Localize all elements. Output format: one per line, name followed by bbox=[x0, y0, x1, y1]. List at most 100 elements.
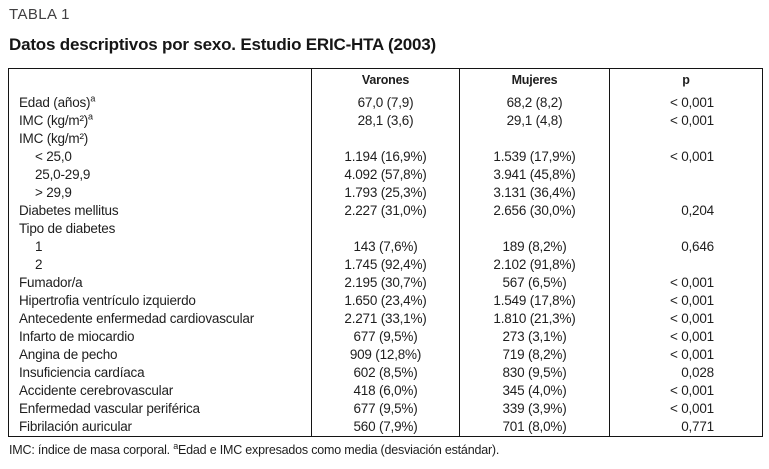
varones-value: 28,1 (3,6) bbox=[311, 112, 460, 130]
p-value: < 0,001 bbox=[609, 91, 763, 112]
row-label-text: Insuficiencia cardíaca bbox=[19, 365, 145, 380]
row-label: Insuficiencia cardíaca bbox=[9, 364, 312, 382]
p-value: 0,028 bbox=[609, 364, 763, 382]
row-label: > 29,9 bbox=[9, 184, 312, 202]
row-label-text: Antecedente enfermedad cardiovascular bbox=[19, 311, 255, 326]
mujeres-value: 1.810 (21,3%) bbox=[459, 310, 610, 328]
footnote-superscript-a: a bbox=[173, 440, 179, 451]
row-label: < 25,0 bbox=[9, 148, 312, 166]
p-value: 0,646 bbox=[609, 238, 763, 256]
table-row: > 29,9 1.793 (25,3%) 3.131 (36,4%) bbox=[9, 184, 763, 202]
row-label-text: IMC (kg/m²) bbox=[19, 131, 89, 146]
row-label: Edad (años)a bbox=[9, 91, 312, 112]
row-label-text: Hipertrofia ventrículo izquierdo bbox=[19, 293, 196, 308]
table-title: Datos descriptivos por sexo. Estudio ERI… bbox=[9, 35, 436, 54]
mujeres-value: 1.539 (17,9%) bbox=[459, 148, 610, 166]
p-value: 0,771 bbox=[609, 418, 763, 437]
row-label: Accidente cerebrovascular bbox=[9, 382, 312, 400]
row-label: 1 bbox=[9, 238, 312, 256]
row-label-superscript: a bbox=[90, 93, 96, 104]
varones-value: 677 (9,5%) bbox=[311, 328, 460, 346]
row-label-text: Infarto de miocardio bbox=[19, 329, 135, 344]
varones-value: 1.650 (23,4%) bbox=[311, 292, 460, 310]
row-label: 25,0-29,9 bbox=[9, 166, 312, 184]
mujeres-value: 701 (8,0%) bbox=[459, 418, 610, 437]
p-value: < 0,001 bbox=[609, 292, 763, 310]
varones-value: 677 (9,5%) bbox=[311, 400, 460, 418]
descriptive-data-table: Varones Mujeres p Edad (años)a 67,0 (7,9)… bbox=[8, 68, 763, 437]
row-label-text: Accidente cerebrovascular bbox=[19, 383, 174, 398]
varones-value: 909 (12,8%) bbox=[311, 346, 460, 364]
table-number-label: TABLA 1 bbox=[9, 6, 70, 23]
varones-value: 418 (6,0%) bbox=[311, 382, 460, 400]
table-row: 2 1.745 (92,4%) 2.102 (91,8%) bbox=[9, 256, 763, 274]
mujeres-value: 830 (9,5%) bbox=[459, 364, 610, 382]
row-label-text: 1 bbox=[35, 239, 43, 254]
mujeres-value: 2.656 (30,0%) bbox=[459, 202, 610, 220]
footnote-text-end: Edad e IMC expresados como media (desvia… bbox=[178, 443, 500, 457]
table-row: 1 143 (7,6%) 189 (8,2%) 0,646 bbox=[9, 238, 763, 256]
varones-value bbox=[311, 130, 460, 148]
varones-value: 1.194 (16,9%) bbox=[311, 148, 460, 166]
table-row: IMC (kg/m²) bbox=[9, 130, 763, 148]
varones-value: 2.227 (31,0%) bbox=[311, 202, 460, 220]
row-label: Hipertrofia ventrículo izquierdo bbox=[9, 292, 312, 310]
footnote-text-start: IMC: índice de masa corporal. bbox=[9, 443, 174, 457]
p-value: < 0,001 bbox=[609, 382, 763, 400]
varones-value: 2.271 (33,1%) bbox=[311, 310, 460, 328]
column-header-p: p bbox=[609, 68, 763, 91]
table-row: Accidente cerebrovascular 418 (6,0%) 345 (… bbox=[9, 382, 763, 400]
table-row: IMC (kg/m²)a 28,1 (3,6) 29,1 (4,8) < 0,001 bbox=[9, 112, 763, 130]
mujeres-value: 68,2 (8,2) bbox=[459, 91, 610, 112]
mujeres-value: 273 (3,1%) bbox=[459, 328, 610, 346]
p-value: < 0,001 bbox=[609, 148, 763, 166]
table-body: Edad (años)a 67,0 (7,9) 68,2 (8,2) < 0,001 I… bbox=[9, 91, 763, 437]
row-label-text: Edad (años) bbox=[19, 95, 91, 110]
mujeres-value: 29,1 (4,8) bbox=[459, 112, 610, 130]
varones-value bbox=[311, 220, 460, 238]
row-label-text: 25,0-29,9 bbox=[35, 167, 91, 182]
table-row: 25,0-29,9 4.092 (57,8%) 3.941 (45,8%) bbox=[9, 166, 763, 184]
p-value: 0,204 bbox=[609, 202, 763, 220]
p-value: < 0,001 bbox=[609, 400, 763, 418]
row-label-text: Enfermedad vascular periférica bbox=[19, 401, 200, 416]
row-label-text: Fibrilación auricular bbox=[19, 419, 132, 434]
row-label: 2 bbox=[9, 256, 312, 274]
p-value: < 0,001 bbox=[609, 346, 763, 364]
mujeres-value: 3.941 (45,8%) bbox=[459, 166, 610, 184]
row-label-text: < 25,0 bbox=[35, 149, 72, 164]
mujeres-value: 3.131 (36,4%) bbox=[459, 184, 610, 202]
row-label-text: IMC (kg/m²) bbox=[19, 113, 89, 128]
row-label: Antecedente enfermedad cardiovascular bbox=[9, 310, 312, 328]
mujeres-value bbox=[459, 130, 610, 148]
row-label: Enfermedad vascular periférica bbox=[9, 400, 312, 418]
mujeres-value: 567 (6,5%) bbox=[459, 274, 610, 292]
row-label-text: > 29,9 bbox=[35, 185, 72, 200]
p-value bbox=[609, 166, 763, 184]
row-label-text: Angina de pecho bbox=[19, 347, 118, 362]
varones-value: 602 (8,5%) bbox=[311, 364, 460, 382]
mujeres-value: 345 (4,0%) bbox=[459, 382, 610, 400]
varones-value: 1.745 (92,4%) bbox=[311, 256, 460, 274]
table-row: Angina de pecho 909 (12,8%) 719 (8,2%) < 0,… bbox=[9, 346, 763, 364]
varones-value: 67,0 (7,9) bbox=[311, 91, 460, 112]
table-footnote: IMC: índice de masa corporal. aEdad e IM… bbox=[9, 440, 500, 457]
column-header-mujeres: Mujeres bbox=[459, 68, 610, 91]
p-value bbox=[609, 220, 763, 238]
table-row: Infarto de miocardio 677 (9,5%) 273 (3,1%)… bbox=[9, 328, 763, 346]
column-header-varones: Varones bbox=[311, 68, 460, 91]
mujeres-value: 189 (8,2%) bbox=[459, 238, 610, 256]
p-value bbox=[609, 130, 763, 148]
table-row: Hipertrofia ventrículo izquierdo 1.650 (2… bbox=[9, 292, 763, 310]
mujeres-value: 2.102 (91,8%) bbox=[459, 256, 610, 274]
table-row: Antecedente enfermedad cardiovascular 2.2… bbox=[9, 310, 763, 328]
p-value: < 0,001 bbox=[609, 112, 763, 130]
p-value: < 0,001 bbox=[609, 310, 763, 328]
varones-value: 1.793 (25,3%) bbox=[311, 184, 460, 202]
row-label: Fumador/a bbox=[9, 274, 312, 292]
varones-value: 143 (7,6%) bbox=[311, 238, 460, 256]
row-label-text: 2 bbox=[35, 257, 43, 272]
header-row: Varones Mujeres p bbox=[9, 68, 763, 91]
p-value: < 0,001 bbox=[609, 328, 763, 346]
